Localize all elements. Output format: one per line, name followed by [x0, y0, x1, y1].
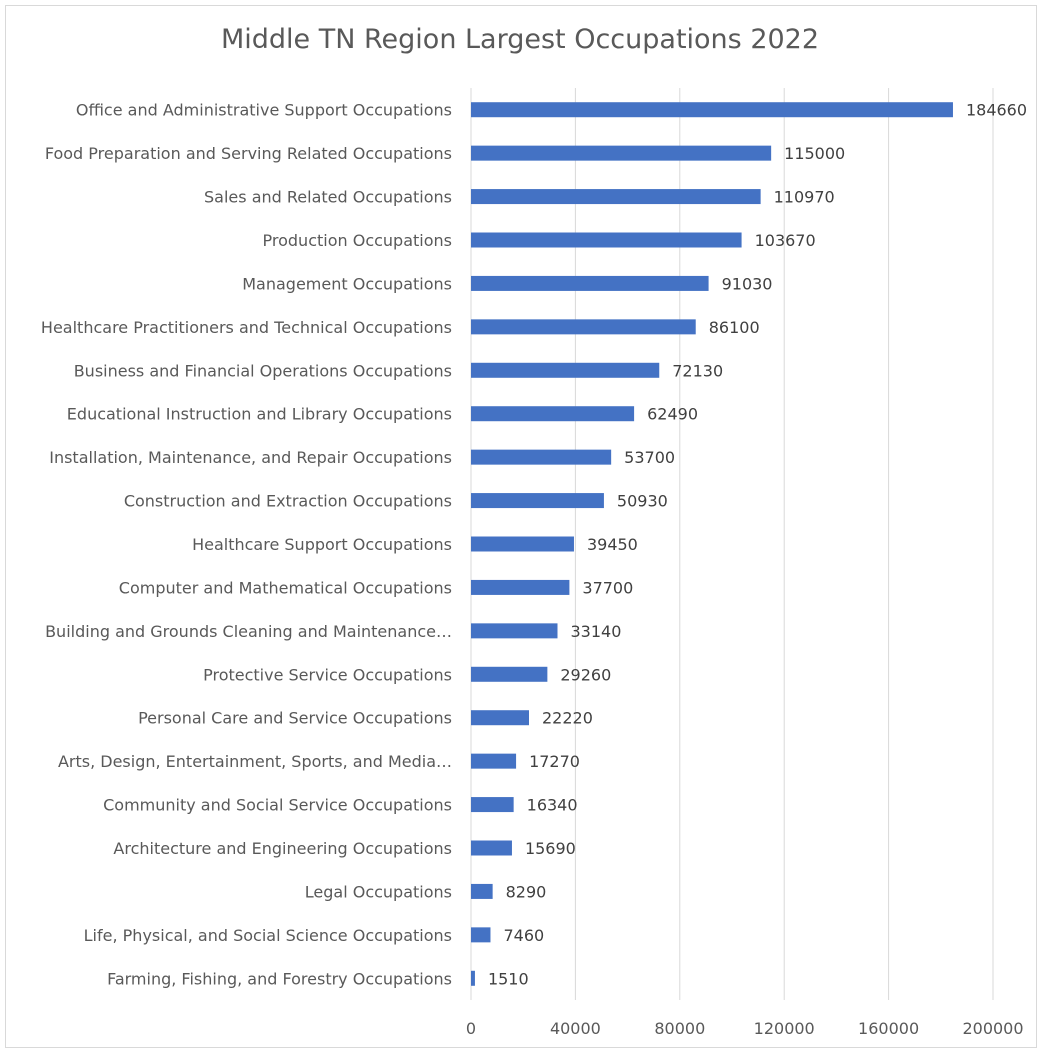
category-label: Personal Care and Service Occupations	[138, 709, 452, 728]
x-tick-label: 120000	[754, 1019, 815, 1038]
chart-area	[5, 5, 1037, 1048]
bar	[471, 275, 709, 291]
data-label: 1510	[488, 969, 529, 988]
x-tick-label: 80000	[654, 1019, 705, 1038]
data-label: 86100	[709, 318, 760, 337]
bar	[471, 579, 570, 595]
bar	[471, 189, 761, 205]
data-label: 53700	[624, 448, 675, 467]
category-label: Construction and Extraction Occupations	[124, 492, 452, 511]
data-label: 29260	[560, 665, 611, 684]
data-label: 110970	[774, 188, 835, 207]
x-tick-label: 40000	[550, 1019, 601, 1038]
data-label: 50930	[617, 492, 668, 511]
bar	[471, 927, 491, 943]
data-label: 184660	[966, 101, 1027, 120]
bar	[471, 536, 574, 552]
category-label: Community and Social Service Occupations	[103, 796, 452, 815]
data-label: 8290	[506, 882, 547, 901]
bar	[471, 710, 529, 726]
bar	[471, 145, 772, 161]
category-label: Educational Instruction and Library Occu…	[67, 405, 452, 424]
category-label: Legal Occupations	[305, 882, 452, 901]
data-label: 7460	[503, 926, 544, 945]
data-label: 17270	[529, 752, 580, 771]
data-label: 62490	[647, 405, 698, 424]
data-label: 103670	[755, 231, 816, 250]
bar	[471, 102, 953, 118]
bar	[471, 232, 742, 248]
category-label: Healthcare Practitioners and Technical O…	[41, 318, 452, 337]
x-tick-label: 200000	[962, 1019, 1023, 1038]
bar	[471, 449, 612, 465]
data-label: 115000	[784, 144, 845, 163]
bar	[471, 406, 635, 422]
data-label: 33140	[570, 622, 621, 641]
bar	[471, 840, 512, 856]
category-label: Building and Grounds Cleaning and Mainte…	[45, 622, 452, 641]
data-label: 22220	[542, 709, 593, 728]
x-tick-label: 160000	[858, 1019, 919, 1038]
bar	[471, 319, 696, 335]
bar	[471, 362, 660, 378]
data-label: 16340	[527, 796, 578, 815]
category-label: Installation, Maintenance, and Repair Oc…	[49, 448, 452, 467]
category-label: Arts, Design, Entertainment, Sports, and…	[58, 752, 452, 771]
category-label: Sales and Related Occupations	[204, 188, 452, 207]
category-label: Protective Service Occupations	[203, 665, 452, 684]
bar	[471, 797, 514, 813]
x-tick-label: 0	[466, 1019, 476, 1038]
bar	[471, 623, 558, 639]
bar	[471, 753, 517, 769]
category-label: Management Occupations	[242, 274, 452, 293]
data-label: 91030	[722, 274, 773, 293]
category-label: Business and Financial Operations Occupa…	[74, 361, 452, 380]
category-label: Architecture and Engineering Occupations	[113, 839, 452, 858]
data-label: 37700	[582, 578, 633, 597]
chart-title: Middle TN Region Largest Occupations 202…	[220, 24, 820, 55]
category-label: Life, Physical, and Social Science Occup…	[84, 926, 452, 945]
bar	[471, 493, 604, 509]
bar	[471, 883, 493, 899]
category-label: Office and Administrative Support Occupa…	[76, 101, 452, 120]
category-label: Computer and Mathematical Occupations	[119, 578, 452, 597]
category-label: Farming, Fishing, and Forestry Occupatio…	[107, 969, 452, 988]
category-label: Production Occupations	[263, 231, 452, 250]
data-label: 39450	[587, 535, 638, 554]
data-label: 15690	[525, 839, 576, 858]
category-label: Food Preparation and Serving Related Occ…	[45, 144, 452, 163]
category-label: Healthcare Support Occupations	[192, 535, 452, 554]
bar	[471, 970, 475, 986]
bar	[471, 666, 548, 682]
data-label: 72130	[672, 361, 723, 380]
